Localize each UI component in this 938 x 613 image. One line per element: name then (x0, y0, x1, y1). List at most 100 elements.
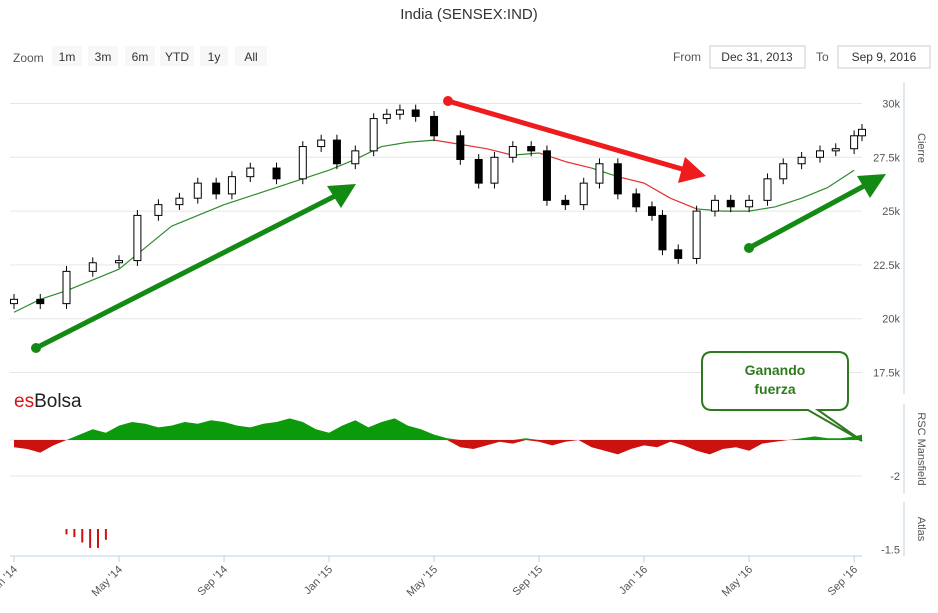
candle-body (88, 262, 97, 272)
ma-segment (223, 195, 251, 206)
candle-body (779, 163, 788, 180)
ma-segment (250, 186, 277, 197)
chart-title: India (SENSEX:IND) (400, 6, 538, 23)
candle-body (850, 135, 859, 150)
candle-body (508, 146, 517, 158)
price-y-tick-label: 20k (882, 314, 900, 326)
ma-segment (749, 206, 776, 212)
price-y-tick-label: 30k (882, 99, 900, 111)
zoom-button-6m[interactable]: 6m (125, 46, 155, 66)
zoom-button-label: 1y (208, 50, 221, 64)
x-tick-label: Sep '16 (826, 564, 861, 599)
candle-body (430, 115, 439, 137)
zoom-button-label: 6m (132, 50, 149, 64)
zoom-button-all[interactable]: All (235, 46, 267, 66)
candle-body (272, 167, 281, 180)
callout-ganando-fuerza: Ganando fuerza (701, 351, 863, 442)
ma-segment (302, 169, 330, 180)
grid (10, 103, 862, 477)
x-tick-label: Jan '14 (0, 564, 20, 597)
callout-line-2: fuerza (754, 381, 795, 397)
candle-body (193, 182, 202, 199)
candle-body (62, 270, 71, 305)
zoom-button-ytd[interactable]: YTD (160, 46, 194, 66)
price-y-tick-label: 22.5k (873, 260, 900, 272)
candle-body (745, 199, 754, 208)
range-selector: Zoom 1m 3m 6m YTD 1y All From Dec 31, 2 (13, 45, 931, 69)
zoom-button-1y[interactable]: 1y (200, 46, 228, 66)
candle-body (858, 128, 866, 137)
x-tick-label: May '14 (90, 564, 125, 599)
watermark-bolsa: Bolsa (34, 391, 82, 412)
from-label: From (673, 50, 701, 64)
to-date-input[interactable]: Sep 9, 2016 (837, 45, 931, 69)
ma-segment (407, 139, 435, 143)
arrow-uptrend-2 (744, 174, 886, 253)
zoom-button-3m[interactable]: 3m (88, 46, 118, 66)
zoom-label: Zoom (13, 51, 44, 65)
axis-labels: 17.5k 20k 22.5k 25k 27.5k 30k -2 -1.5 Cierre RSC … (0, 99, 927, 600)
candlesticks (10, 104, 866, 310)
rsc-area (14, 418, 862, 455)
candle-body (317, 139, 326, 148)
atlas-bars (65, 529, 107, 548)
atlas-axis-title: Atlas (915, 517, 927, 542)
candle-body (632, 193, 641, 208)
candle-body (542, 150, 551, 201)
candle-body (595, 163, 604, 184)
rsc-axis-title: RSC Mansfield (915, 412, 927, 485)
candle-body (490, 156, 499, 184)
x-tick-label: Jan '16 (617, 564, 650, 597)
rsc-positive-area (14, 418, 862, 440)
candle-body (456, 135, 465, 160)
x-tick-label: Sep '15 (511, 564, 546, 599)
candle-body (395, 109, 404, 115)
watermark-logo: esBolsa (14, 391, 82, 412)
candle-body (710, 199, 719, 212)
candle-body (692, 210, 701, 259)
candle-body (212, 182, 221, 195)
x-tick-label: Sep '14 (196, 564, 231, 599)
price-y-tick-label: 25k (882, 206, 900, 218)
ma-segment (617, 176, 645, 184)
ma-segment (775, 197, 802, 208)
candle-body (332, 139, 341, 165)
price-y-tick-label: 17.5k (873, 367, 900, 379)
candle-body (561, 199, 570, 206)
candle-body (246, 167, 255, 178)
candle-body (351, 150, 360, 165)
candle-body (674, 249, 683, 259)
candle-body (726, 199, 735, 208)
zoom-button-label: All (244, 50, 257, 64)
candle-body (36, 298, 45, 305)
ma-segment (512, 152, 540, 156)
candle-body (527, 146, 536, 152)
candle-body (175, 197, 184, 206)
x-tick-label: May '16 (720, 564, 755, 599)
candle-body (227, 176, 236, 195)
ma-segment (92, 268, 120, 281)
candle-body (579, 182, 588, 206)
ma-segment (40, 290, 67, 300)
rsc-y-tick-label: -2 (890, 471, 900, 483)
candle-body (797, 156, 806, 165)
ma-segment (197, 204, 225, 216)
zoom-button-label: 1m (59, 50, 76, 64)
ma-segment (328, 158, 356, 171)
price-y-tick-label: 27.5k (873, 152, 900, 164)
candle-body (763, 178, 772, 201)
candle-body (613, 163, 622, 195)
zoom-button-1m[interactable]: 1m (52, 46, 82, 66)
candle-body (411, 109, 420, 117)
candle-body (10, 298, 18, 305)
callout-line-1: Ganando (745, 362, 806, 378)
from-date-input[interactable]: Dec 31, 2013 (709, 45, 806, 69)
x-tick-label: Jan '15 (302, 564, 335, 597)
ma-segment (381, 141, 408, 148)
axis-lines (10, 82, 905, 557)
to-date-value: Sep 9, 2016 (852, 50, 917, 64)
ma-segment (171, 214, 199, 227)
candle-body (815, 150, 824, 158)
arrow-downtrend (443, 96, 706, 183)
price-axis-title: Cierre (915, 133, 927, 163)
